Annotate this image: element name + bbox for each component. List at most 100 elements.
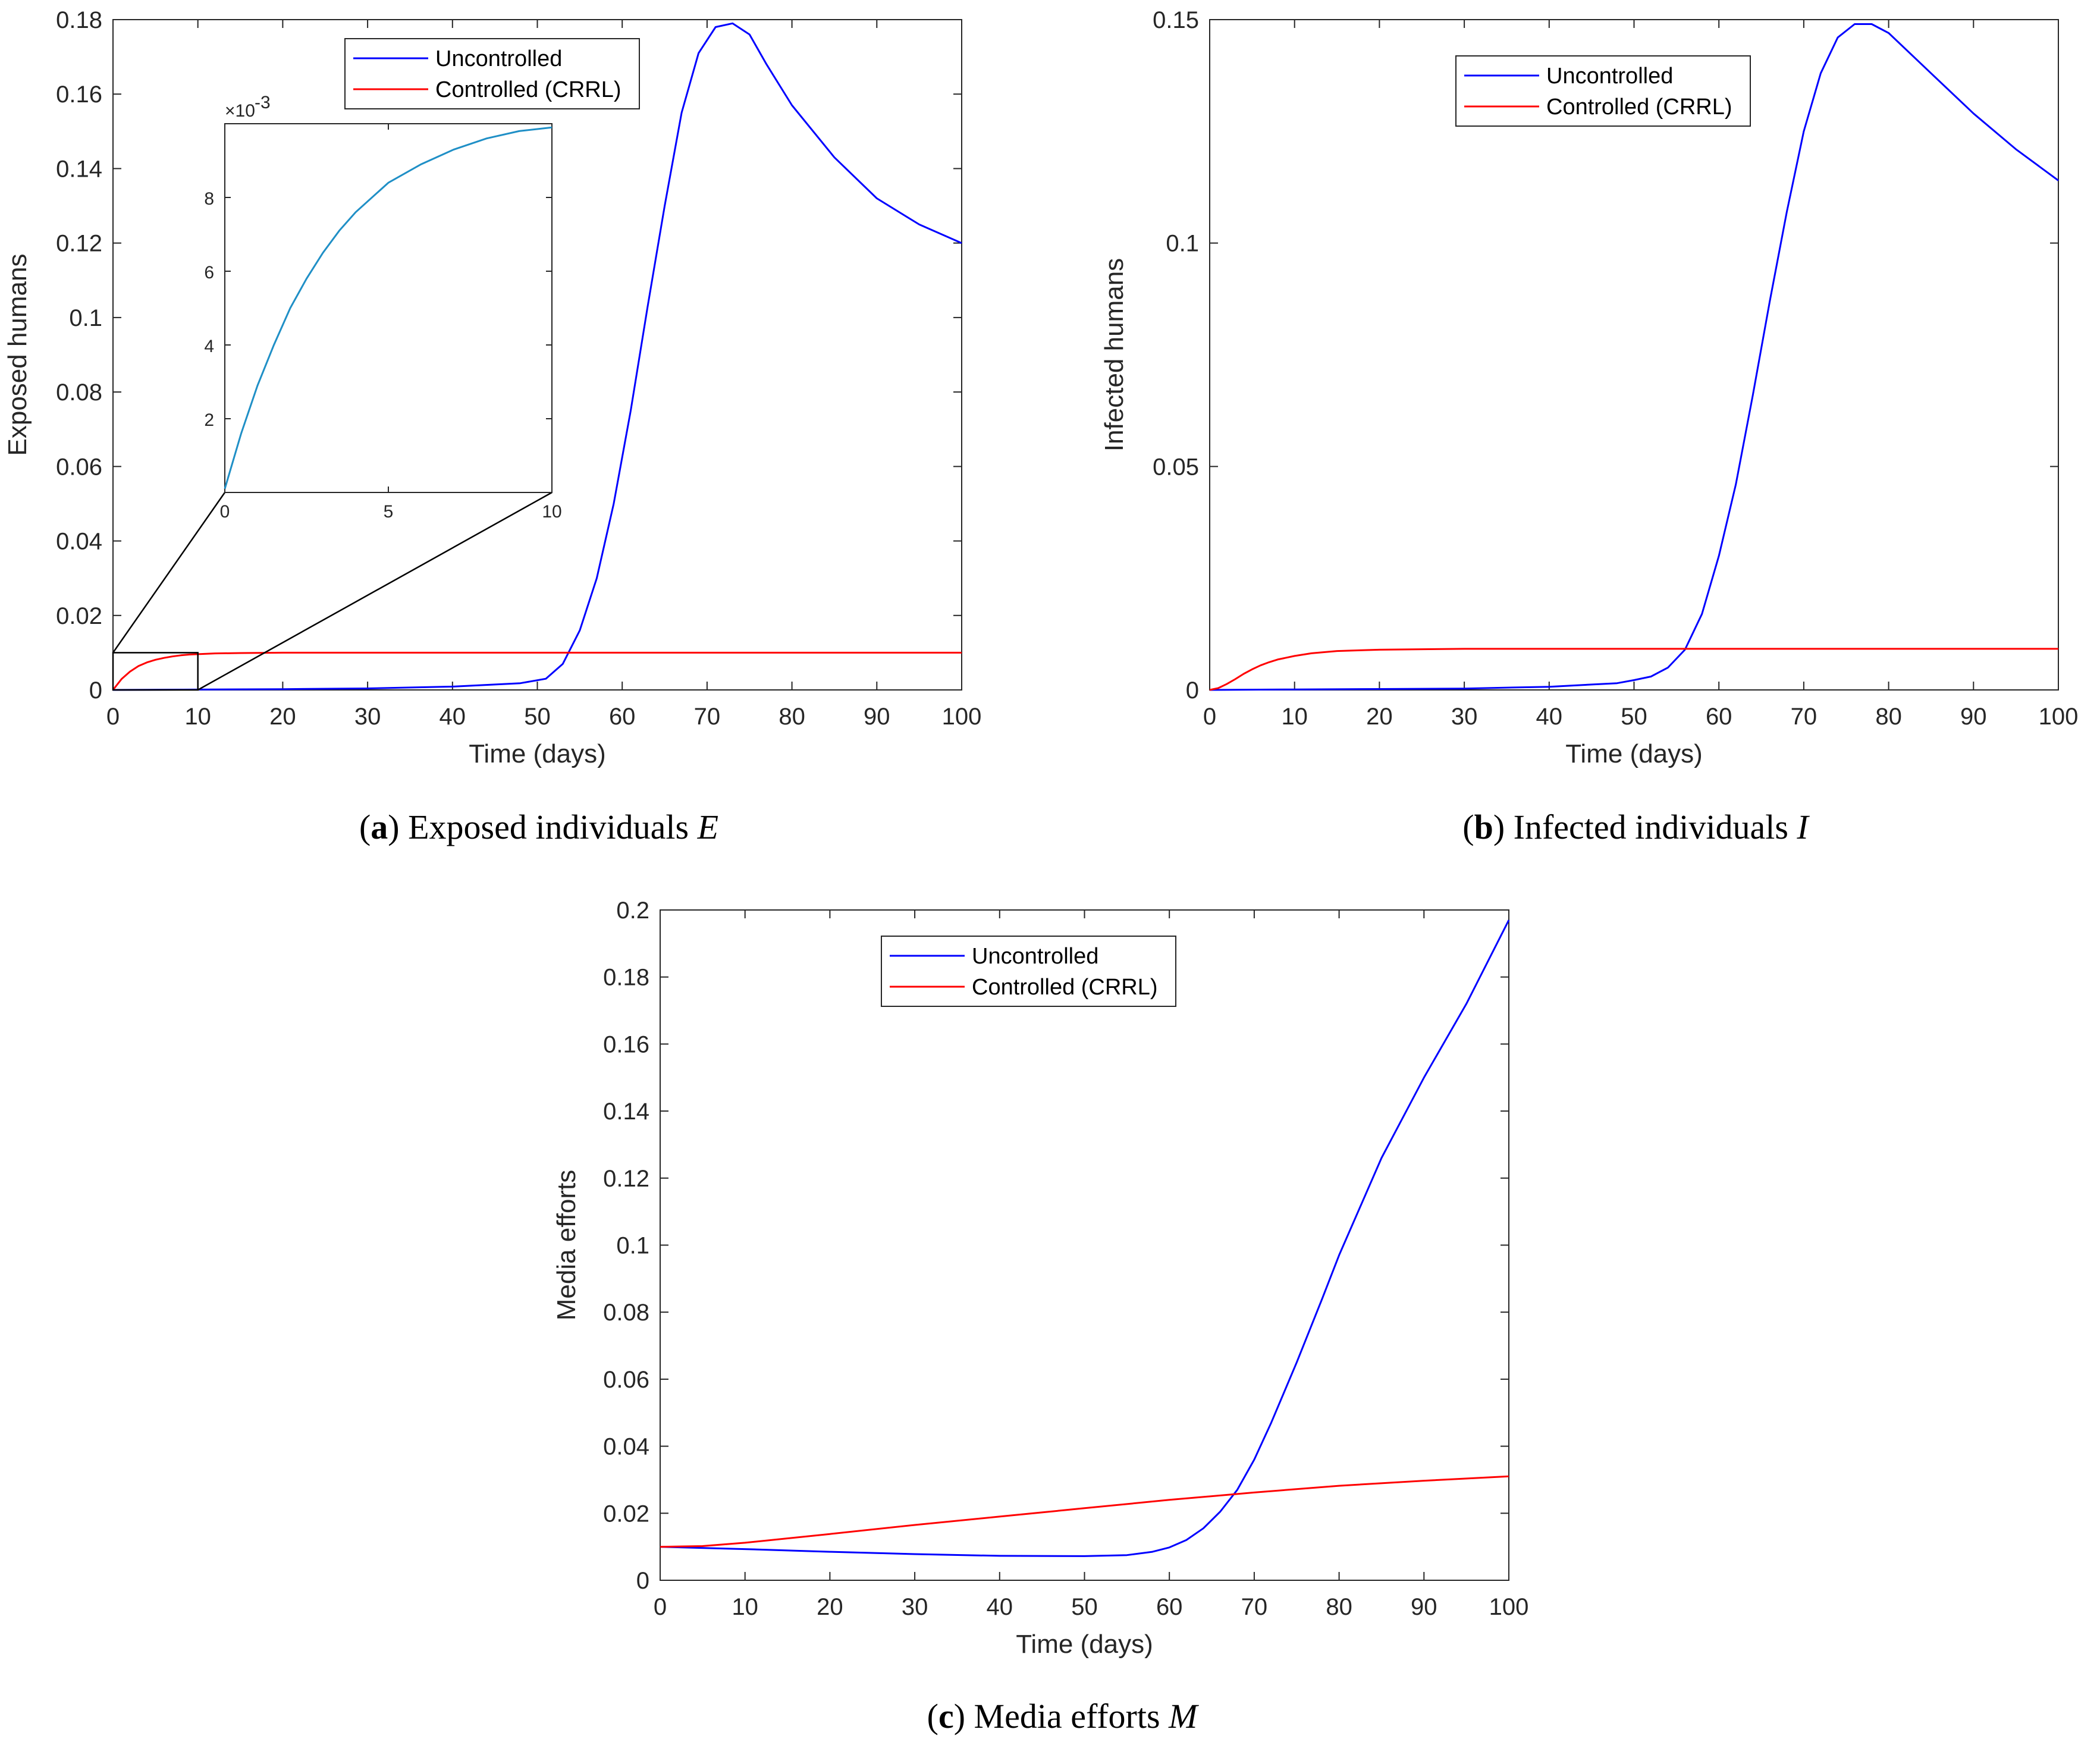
y-tick-label: 0.14	[56, 156, 102, 182]
x-tick-label: 100	[2039, 704, 2079, 730]
x-tick-label: 70	[1241, 1594, 1268, 1620]
caption-text: Infected individuals	[1514, 808, 1788, 846]
figure-caption: (c) Media efforts M	[927, 1697, 1199, 1736]
inset-series-line	[224, 126, 553, 489]
y-tick-label: 0.08	[56, 379, 102, 406]
inset-x-tick-label: 5	[384, 502, 394, 522]
series-line-controlled	[660, 1475, 1509, 1548]
x-tick-label: 60	[1706, 704, 1732, 730]
x-tick-label: 10	[1281, 704, 1308, 730]
y-tick-label: 0.15	[1153, 7, 1199, 33]
legend-label: Controlled (CRRL)	[1546, 95, 1732, 120]
inset-y-tick-label: 2	[204, 410, 214, 430]
y-tick-label: 0.06	[56, 454, 102, 480]
x-tick-label: 0	[654, 1594, 667, 1620]
chart-panel-b: 0 10 20 30 40 50 60 70 80 90 100 0 0.05 0.1 0.15 Time (…	[1100, 7, 2078, 846]
legend: Uncontrolled Controlled (CRRL)	[344, 38, 640, 109]
series-line-uncontrolled	[1209, 23, 2059, 691]
series-line-uncontrolled	[112, 22, 962, 691]
x-axis-label: Time (days)	[469, 739, 606, 768]
x-tick-label: 70	[694, 704, 721, 730]
caption-paren: (	[359, 808, 371, 846]
x-tick-label: 40	[1536, 704, 1563, 730]
x-tick-label: 40	[440, 704, 466, 730]
x-tick-label: 100	[942, 704, 982, 730]
inset-y-tick-label: 6	[204, 263, 214, 283]
caption-paren: (	[927, 1697, 938, 1736]
y-tick-label: 0.1	[1166, 231, 1199, 257]
x-tick-label: 50	[524, 704, 551, 730]
y-axis-label: Exposed humans	[3, 254, 32, 456]
inset-y-tick-label: 8	[204, 189, 214, 209]
y-tick-label: 0.04	[56, 529, 102, 555]
caption-letter: b	[1474, 808, 1493, 846]
y-tick-label: 0.18	[56, 7, 102, 33]
x-tick-label: 30	[902, 1594, 928, 1620]
y-axis-label: Media efforts	[552, 1170, 581, 1321]
x-tick-label: 100	[1489, 1594, 1529, 1620]
y-tick-label: 0	[1186, 677, 1199, 704]
plot-area	[1209, 19, 2059, 691]
y-tick-label: 0.12	[603, 1166, 649, 1192]
legend-label: Uncontrolled	[1546, 64, 1673, 89]
y-axis-label: Infected humans	[1100, 258, 1129, 451]
x-tick-label: 50	[1621, 704, 1647, 730]
x-tick-label: 20	[269, 704, 296, 730]
legend: Uncontrolled Controlled (CRRL)	[881, 936, 1176, 1007]
caption-text: Exposed individuals	[408, 808, 689, 846]
legend-box	[344, 38, 640, 109]
x-tick-label: 20	[1366, 704, 1393, 730]
chart-panel-a: 0 10 20 30 40 50 60 70 80 90 10000.020.040.060.080…	[3, 7, 981, 846]
chart-panel-c: 0 10 20 30 40 50 60 70 80 90 100 0 0.02 0.04 0.06 0.08 0…	[552, 897, 1528, 1736]
x-axis-label: Time (days)	[1016, 1630, 1153, 1659]
inset-y-tick-label: 4	[204, 337, 214, 356]
legend-label: Uncontrolled	[435, 46, 562, 71]
caption-space	[689, 808, 698, 846]
x-tick-label: 0	[106, 704, 120, 730]
y-tick-label: 0	[636, 1568, 649, 1594]
legend-box	[881, 936, 1176, 1007]
inset-x-tick-label: 0	[220, 502, 230, 522]
legend-label: Uncontrolled	[972, 944, 1098, 969]
zoom-box	[112, 652, 199, 691]
x-axis-label: Time (days)	[1565, 739, 1703, 768]
y-tick-label: 0	[89, 677, 102, 704]
y-tick-label: 0.08	[603, 1300, 649, 1326]
series-group	[660, 919, 1510, 1557]
legend-label: Controlled (CRRL)	[972, 975, 1158, 1000]
caption-variable: M	[1168, 1697, 1199, 1736]
x-tick-label: 70	[1791, 704, 1818, 730]
zoom-connector	[197, 491, 553, 691]
x-tick-label: 30	[354, 704, 381, 730]
x-tick-label: 60	[609, 704, 636, 730]
y-tick-label: 0.02	[56, 603, 102, 629]
caption-variable: E	[697, 808, 718, 846]
x-tick-label: 20	[817, 1594, 843, 1620]
y-tick-label: 0.14	[603, 1099, 649, 1125]
x-tick-label: 0	[1203, 704, 1216, 730]
x-tick-label: 60	[1156, 1594, 1183, 1620]
caption-letter: c	[938, 1697, 954, 1736]
x-tick-label: 80	[779, 704, 805, 730]
legend-label: Controlled (CRRL)	[435, 77, 621, 102]
caption-paren: (	[1462, 808, 1474, 846]
legend: Uncontrolled Controlled (CRRL)	[1455, 55, 1751, 127]
y-tick-label: 0.18	[603, 965, 649, 991]
x-tick-label: 80	[1326, 1594, 1352, 1620]
series-line-controlled	[112, 651, 962, 691]
inset-exponent-base: ×10	[225, 101, 255, 121]
y-tick-label: 0.16	[603, 1031, 649, 1057]
figure-caption: (a) Exposed individuals E	[359, 808, 718, 846]
y-tick-label: 0.2	[616, 897, 649, 924]
caption-paren: )	[954, 1697, 974, 1736]
inset-chart: 0 5 10 2 4 6 8 ×10 -3	[204, 93, 561, 522]
x-tick-label: 90	[1411, 1594, 1437, 1620]
y-tick-label: 0.1	[69, 305, 102, 331]
legend-box	[1455, 55, 1751, 127]
inset-exponent-power: -3	[255, 93, 271, 112]
caption-space	[1160, 1697, 1169, 1736]
y-tick-label: 0.04	[603, 1434, 649, 1460]
inset-x-tick-label: 10	[542, 502, 561, 522]
caption-variable: I	[1796, 808, 1810, 846]
